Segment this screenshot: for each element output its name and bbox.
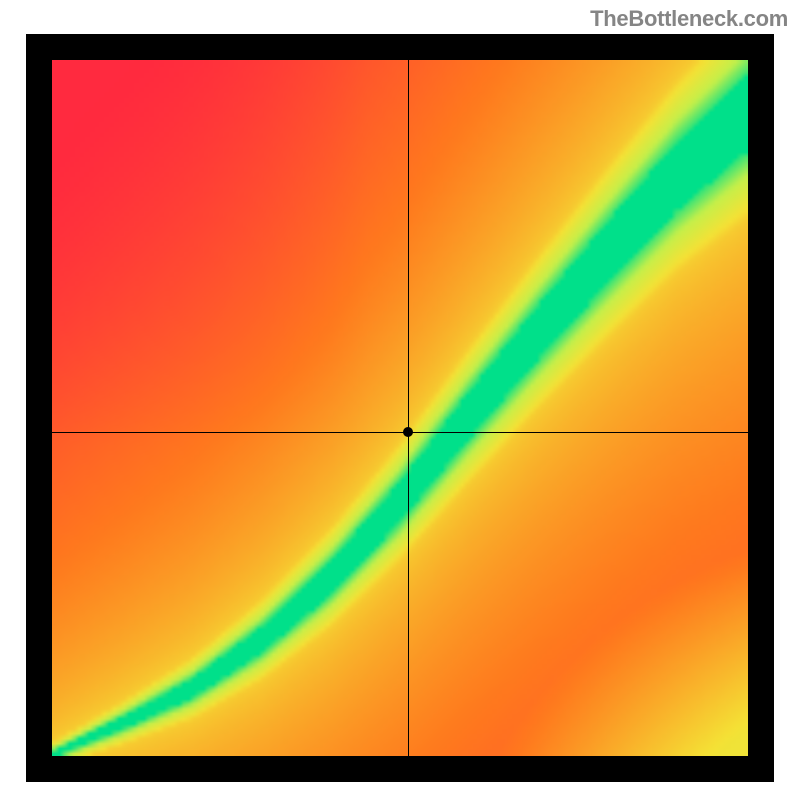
- heatmap-canvas: [52, 60, 748, 756]
- heatmap-plot: [52, 60, 748, 756]
- crosshair-vertical: [408, 60, 409, 756]
- watermark-text: TheBottleneck.com: [590, 6, 788, 32]
- chart-container: TheBottleneck.com: [0, 0, 800, 800]
- data-point-marker: [403, 427, 413, 437]
- plot-frame: [26, 34, 774, 782]
- crosshair-horizontal: [52, 432, 748, 433]
